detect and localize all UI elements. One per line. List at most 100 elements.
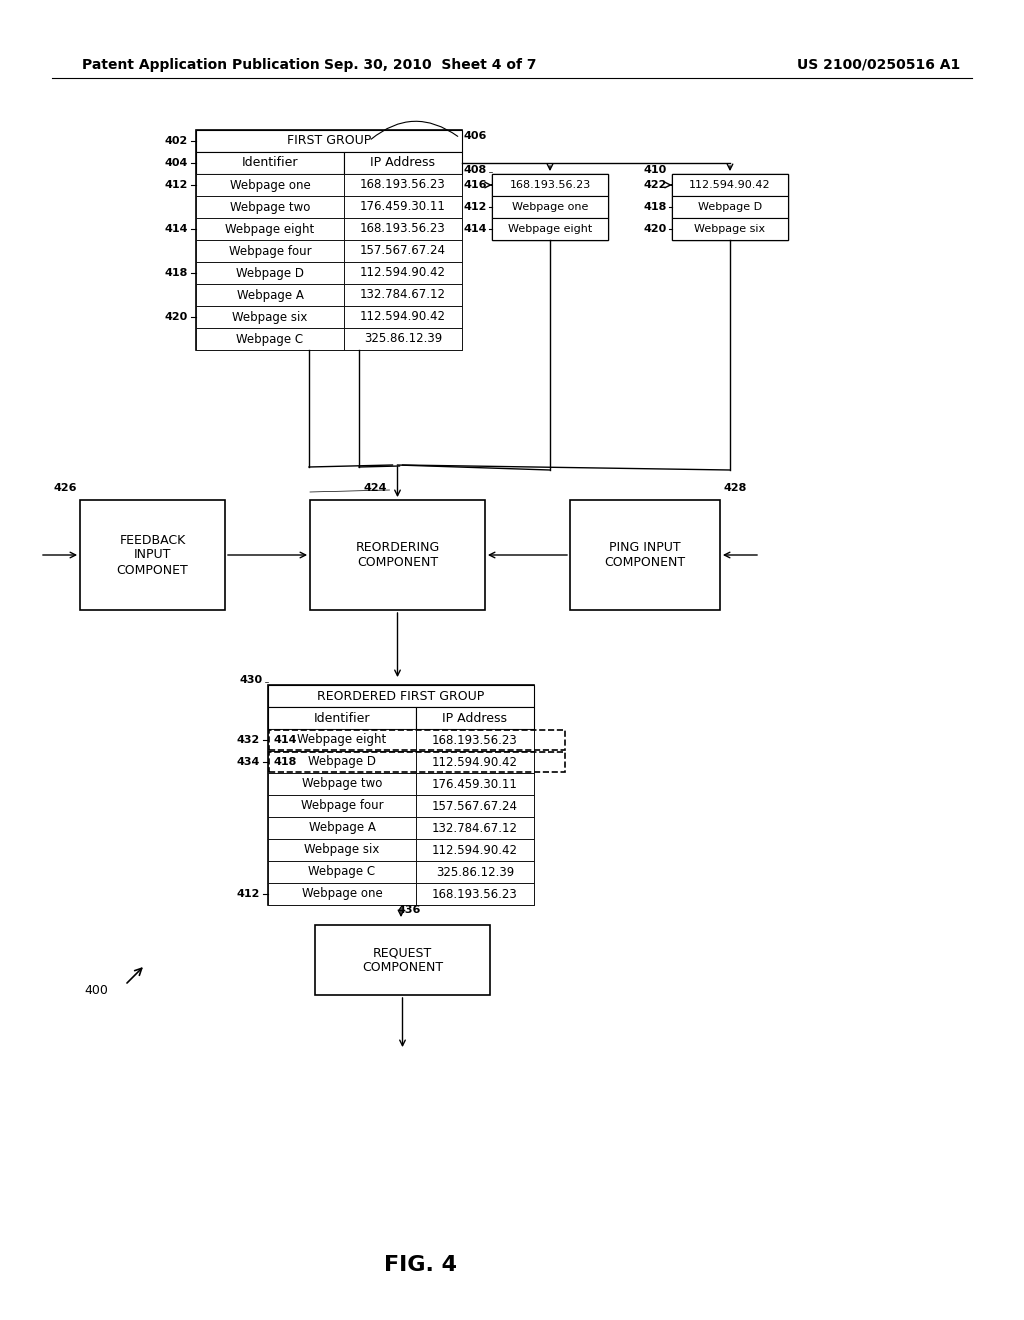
Text: IP Address: IP Address — [442, 711, 508, 725]
Bar — [344, 306, 462, 327]
Bar — [196, 327, 344, 350]
Text: 418: 418 — [644, 202, 667, 213]
Bar — [268, 685, 534, 906]
Text: 157.567.67.24: 157.567.67.24 — [360, 244, 446, 257]
Bar — [416, 774, 534, 795]
Text: Webpage one: Webpage one — [512, 202, 588, 213]
Text: 132.784.67.12: 132.784.67.12 — [360, 289, 446, 301]
Bar — [268, 751, 416, 774]
Text: Webpage eight: Webpage eight — [508, 224, 592, 234]
Bar — [344, 195, 462, 218]
Text: 412: 412 — [464, 202, 487, 213]
Text: Identifier: Identifier — [242, 157, 298, 169]
Text: 430: 430 — [240, 675, 263, 685]
Text: FIRST GROUP: FIRST GROUP — [287, 135, 371, 148]
Bar — [268, 795, 416, 817]
Bar — [672, 195, 788, 218]
Text: Webpage A: Webpage A — [237, 289, 303, 301]
Text: 176.459.30.11: 176.459.30.11 — [360, 201, 445, 214]
Text: REQUEST
COMPONENT: REQUEST COMPONENT — [361, 946, 443, 974]
Text: 436: 436 — [397, 906, 421, 915]
Text: Webpage four: Webpage four — [228, 244, 311, 257]
Bar — [492, 218, 608, 240]
Text: 432: 432 — [237, 735, 260, 744]
Bar — [269, 730, 565, 750]
Text: 112.594.90.42: 112.594.90.42 — [689, 180, 771, 190]
Bar — [492, 174, 608, 240]
Text: Webpage six: Webpage six — [694, 224, 766, 234]
Bar — [672, 174, 788, 195]
Text: 416: 416 — [464, 180, 487, 190]
Text: 414: 414 — [464, 224, 487, 234]
Bar — [80, 500, 225, 610]
Bar — [196, 174, 344, 195]
Text: Webpage two: Webpage two — [229, 201, 310, 214]
Text: REORDERING
COMPONENT: REORDERING COMPONENT — [355, 541, 439, 569]
Text: Webpage four: Webpage four — [301, 800, 383, 813]
Bar — [269, 752, 565, 772]
Bar — [416, 795, 534, 817]
Bar — [416, 861, 534, 883]
Bar — [344, 218, 462, 240]
Text: 414: 414 — [165, 224, 188, 234]
Text: 418: 418 — [165, 268, 188, 279]
Bar — [492, 174, 608, 195]
Text: Sep. 30, 2010  Sheet 4 of 7: Sep. 30, 2010 Sheet 4 of 7 — [324, 58, 537, 73]
Text: 420: 420 — [644, 224, 667, 234]
Bar — [344, 284, 462, 306]
Text: IP Address: IP Address — [371, 157, 435, 169]
Text: Webpage six: Webpage six — [304, 843, 380, 857]
Text: Webpage six: Webpage six — [232, 310, 307, 323]
Text: 168.193.56.23: 168.193.56.23 — [509, 180, 591, 190]
Bar — [416, 751, 534, 774]
Text: Webpage one: Webpage one — [229, 178, 310, 191]
Text: 412: 412 — [165, 180, 188, 190]
Text: 404: 404 — [165, 158, 188, 168]
Text: PING INPUT
COMPONENT: PING INPUT COMPONENT — [604, 541, 685, 569]
Text: Webpage D: Webpage D — [308, 755, 376, 768]
Text: 406: 406 — [464, 131, 487, 141]
Text: US 2100/0250516 A1: US 2100/0250516 A1 — [797, 58, 961, 73]
Bar — [196, 129, 462, 152]
Bar — [196, 195, 344, 218]
Bar — [196, 261, 344, 284]
Text: Webpage C: Webpage C — [237, 333, 303, 346]
Text: Identifier: Identifier — [313, 711, 371, 725]
Text: Webpage C: Webpage C — [308, 866, 376, 879]
Text: Webpage one: Webpage one — [302, 887, 382, 900]
Text: 132.784.67.12: 132.784.67.12 — [432, 821, 518, 834]
Text: Webpage A: Webpage A — [308, 821, 376, 834]
Bar — [492, 195, 608, 218]
Bar — [672, 174, 788, 240]
Text: 428: 428 — [723, 483, 746, 492]
Text: Patent Application Publication: Patent Application Publication — [82, 58, 319, 73]
Bar — [416, 817, 534, 840]
Text: 112.594.90.42: 112.594.90.42 — [360, 267, 446, 280]
Bar — [416, 840, 534, 861]
Bar — [196, 240, 344, 261]
Text: 112.594.90.42: 112.594.90.42 — [432, 755, 518, 768]
Text: 325.86.12.39: 325.86.12.39 — [364, 333, 442, 346]
Bar — [570, 500, 720, 610]
Text: 414: 414 — [273, 735, 297, 744]
Bar — [268, 708, 416, 729]
Bar — [344, 327, 462, 350]
Text: 168.193.56.23: 168.193.56.23 — [432, 887, 518, 900]
Bar — [344, 152, 462, 174]
Text: 426: 426 — [53, 483, 77, 492]
Text: 418: 418 — [273, 756, 296, 767]
Bar — [196, 284, 344, 306]
Text: FEEDBACK
INPUT
COMPONET: FEEDBACK INPUT COMPONET — [117, 533, 188, 577]
Text: 112.594.90.42: 112.594.90.42 — [432, 843, 518, 857]
Bar — [310, 500, 485, 610]
Bar — [344, 261, 462, 284]
Bar — [344, 174, 462, 195]
Text: 402: 402 — [165, 136, 188, 147]
Text: 400: 400 — [84, 983, 108, 997]
Text: Webpage eight: Webpage eight — [297, 734, 387, 747]
Bar — [268, 840, 416, 861]
Text: 422: 422 — [644, 180, 667, 190]
Bar — [268, 729, 416, 751]
Bar — [268, 685, 534, 708]
Bar — [196, 218, 344, 240]
